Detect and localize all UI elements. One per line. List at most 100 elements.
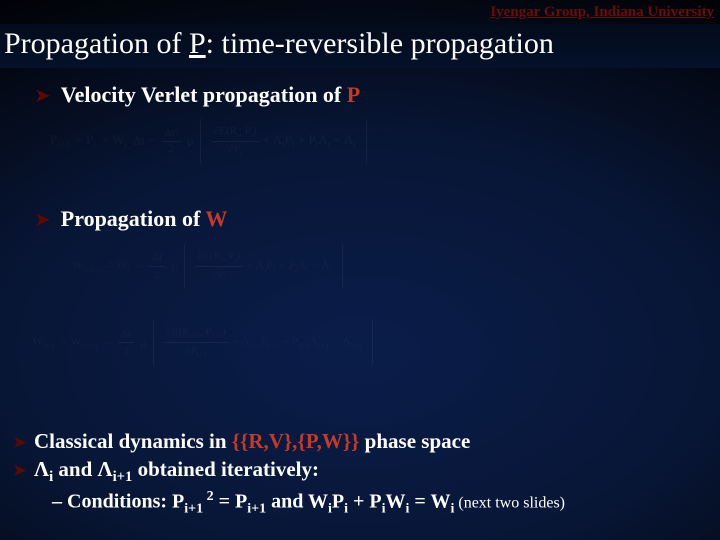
slide-title: Propagation of P: time-reversible propag… [0,24,720,68]
l1b: {{R,V},{P,W}} [232,429,360,453]
bullet-velocity-verlet: ➤ Velocity Verlet propagation of P [34,82,360,108]
e2a-br: ∂E(Ri, Pi)∂Pi + ΛiPi + PiΛi − Λi [184,242,344,290]
bullet-icon: ➤ [34,210,51,230]
eq1-t2s: i [124,140,127,150]
e2b-dn1: ∂E(R [167,326,190,338]
l3a: – Conditions: P [52,491,184,513]
b2-var: W [205,206,227,231]
e2b-mu: μ [140,334,146,352]
eq1-dn1: ∂E(R [214,125,237,137]
l3e: + P [348,491,382,513]
e2b-f: Δt2 [118,326,134,360]
e2a-t4: Λ [297,258,306,272]
e2b-dn2: , P [200,326,212,338]
bullet-icon: ➤ [12,433,34,451]
e2b-t5: − Λ [329,334,350,348]
eq1-frac: Δt²2 [162,126,181,158]
eq1-dn3: ) [253,125,257,137]
eq1-tl5: − Λ [330,132,353,147]
eq1-t2: + W [102,132,125,147]
bullet-text: Velocity Verlet propagation of P [61,82,360,108]
conditions-line: – Conditions: Pi+1 2 = Pi+1 and WiPi + P… [52,489,712,518]
e2b-t3: + P [279,334,298,348]
eq1-t1s: i [93,140,96,150]
eq1-dds: i [240,148,242,157]
e2b-ds2: i+1 [212,332,222,341]
e2b-dn3: ) [222,326,226,338]
e2a-d: ∂E(Ri, Pi)∂Pi [195,248,244,284]
title-underlined: P [189,27,206,60]
bullet-text: Propagation of W [61,206,228,232]
bullet-classical-dynamics: ➤ Classical dynamics in {{R,V},{P,W}} ph… [12,429,712,454]
e2b-dds: i+1 [197,350,207,359]
e2b-t1s: i+1 [250,342,261,351]
eq1-tl2: P [285,132,292,147]
eq1-dd: ∂P [228,143,240,155]
e2b-t5s: i+1 [351,342,362,351]
b2-prefix: Propagation of [61,206,206,231]
e2a-t5: − Λ [308,258,329,272]
e2b-ds1: i+1 [190,332,200,341]
e2a-t1: + Λ [246,258,264,272]
eq1-deriv: ∂E(Ri, Pi) ∂Pi [211,124,260,159]
bullet-propagation-w: ➤ Propagation of W [34,206,227,232]
eq1-tl5s: i [353,140,356,150]
l3asup: 2 [203,489,214,504]
eq1-lhs-sub: i+1 [57,140,69,150]
eq1-dt: Δt − [133,132,156,150]
e2a-dn1: ∂E(R [198,250,221,262]
l3d: P [332,491,344,513]
e2b-e: = W [61,334,82,348]
e2a-t5s: i [330,265,332,274]
e2a-dds: i [224,274,226,283]
e2b-t1: + Λ [232,334,250,348]
l3f: W [386,491,406,513]
e2b-es: i+1/2 [81,342,99,351]
bottom-bullets: ➤ Classical dynamics in {{R,V},{P,W}} ph… [12,429,712,518]
eq1-bracket: ∂E(Ri, Pi) ∂Pi + ΛiPi + PiΛi − Λi [200,118,367,165]
equation-p-propagation: Pi+1 = Pi + Wi Δt − Δt²2 μ ∂E(Ri, Pi) ∂P… [50,118,670,190]
eq1-mu: μ [187,132,194,150]
bullet-icon: ➤ [12,461,34,479]
l3bs: i+1 [247,502,266,517]
bullet-text: Classical dynamics in {{R,V},{P,W}} phas… [34,429,470,454]
e2a-mu: μ [171,257,177,275]
e2a-e: = W [107,258,128,272]
e2b-t3s: i+1 [298,342,309,351]
eq1-t1: = P [75,132,93,147]
e2a-t3: + P [276,258,295,272]
e2b-m: − [105,334,112,352]
l1a: Classical dynamics in [34,429,232,453]
e2a-fd: 2 [151,267,163,284]
eq1-fn: Δt² [162,126,181,142]
l3g: = W [409,491,450,513]
eq1-tl3: + P [295,132,316,147]
e2a-ls: i+1/2 [83,265,101,274]
b1-var: P [347,82,360,107]
l3c: and W [266,491,328,513]
e2a-dd: ∂P [212,269,224,281]
bullet-text: Λi and Λi+1 obtained iteratively: [34,457,319,486]
e2a-es: i [128,265,130,274]
l3as: i+1 [184,502,203,517]
bullet-lambda-iterative: ➤ Λi and Λi+1 obtained iteratively: [12,457,712,486]
e2b-ls: i+1 [43,342,54,351]
eq1-fd: 2 [165,142,177,157]
e2a-dn3: ) [237,250,241,262]
eq1-dn2: , P [239,125,251,137]
e2a-fn: Δt [149,249,165,267]
l3b: = P [214,491,248,513]
e2b-t4s: i+1 [318,342,329,351]
e2a-dn2: , P [223,250,235,262]
affiliation-label: Iyengar Group, Indiana University [490,4,714,21]
eq1-tl1: + Λ [263,132,282,147]
e2b-fn: Δt [118,326,134,344]
l2bs: i+1 [113,469,133,485]
eq1-tl4: Λ [318,132,327,147]
l2c: obtained iteratively: [132,457,319,481]
e2b-t2s: i+1 [267,342,278,351]
bullet-icon: ➤ [34,86,51,106]
e2b-dd: ∂P [185,345,197,357]
e2b-fd: 2 [120,343,132,360]
l2a: Λ [34,457,49,481]
